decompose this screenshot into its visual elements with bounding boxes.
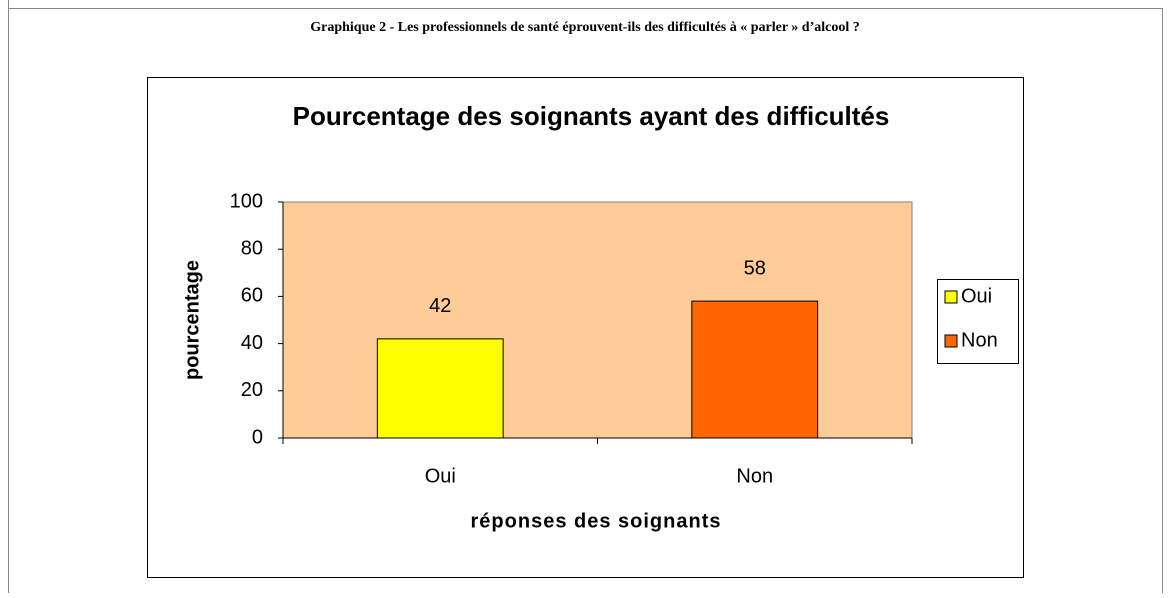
y-tick-label: 80 [241, 237, 263, 259]
bar [376, 338, 504, 439]
y-tick-label: 60 [241, 285, 263, 307]
y-tick-label: 20 [241, 379, 263, 401]
y-tick-label: 0 [252, 426, 263, 448]
legend-swatch [944, 334, 958, 348]
legend-label: Non [961, 329, 998, 351]
bar [691, 300, 819, 439]
x-tick-label: Non [736, 465, 773, 487]
legend-label: Oui [961, 285, 992, 307]
data-label: 58 [744, 257, 766, 279]
data-label: 42 [429, 295, 451, 317]
legend-swatch [944, 290, 958, 304]
y-axis-label: pourcentage [181, 260, 203, 380]
caption: Graphique 2 - Les professionnels de sant… [310, 20, 860, 35]
y-tick-label: 100 [230, 190, 263, 212]
x-tick-label: Oui [425, 465, 456, 487]
y-tick-label: 40 [241, 332, 263, 354]
legend [937, 279, 1019, 364]
x-axis-label: réponses des soignants [471, 510, 722, 532]
chart-title: Pourcentage des soignants ayant des diff… [293, 101, 890, 131]
